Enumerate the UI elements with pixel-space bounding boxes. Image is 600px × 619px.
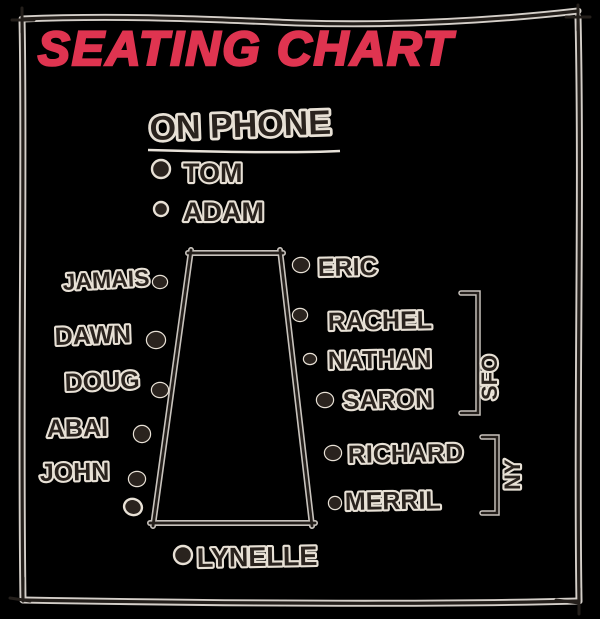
svg-text:SFO: SFO (477, 355, 502, 400)
svg-text:SEATING CHART: SEATING CHART (38, 23, 456, 76)
svg-text:ON PHONE: ON PHONE (149, 104, 332, 148)
svg-text:NY: NY (500, 459, 525, 490)
svg-text:DAWN: DAWN (54, 320, 131, 351)
svg-text:RACHEL: RACHEL (328, 306, 433, 336)
svg-text:DOUG: DOUG (64, 366, 140, 397)
svg-text:ABAI: ABAI (47, 414, 109, 443)
svg-text:ERIC: ERIC (318, 253, 378, 282)
svg-text:JOHN: JOHN (40, 458, 110, 487)
svg-text:TOM: TOM (183, 158, 243, 188)
svg-text:LYNELLE: LYNELLE (197, 541, 318, 573)
svg-text:JAMAIS: JAMAIS (62, 264, 150, 295)
svg-text:MERRIL: MERRIL (345, 486, 441, 516)
svg-text:NATHAN: NATHAN (328, 345, 432, 375)
svg-text:ADAM: ADAM (183, 197, 264, 227)
svg-text:SARON: SARON (343, 385, 434, 415)
svg-text:RICHARD: RICHARD (348, 439, 464, 469)
